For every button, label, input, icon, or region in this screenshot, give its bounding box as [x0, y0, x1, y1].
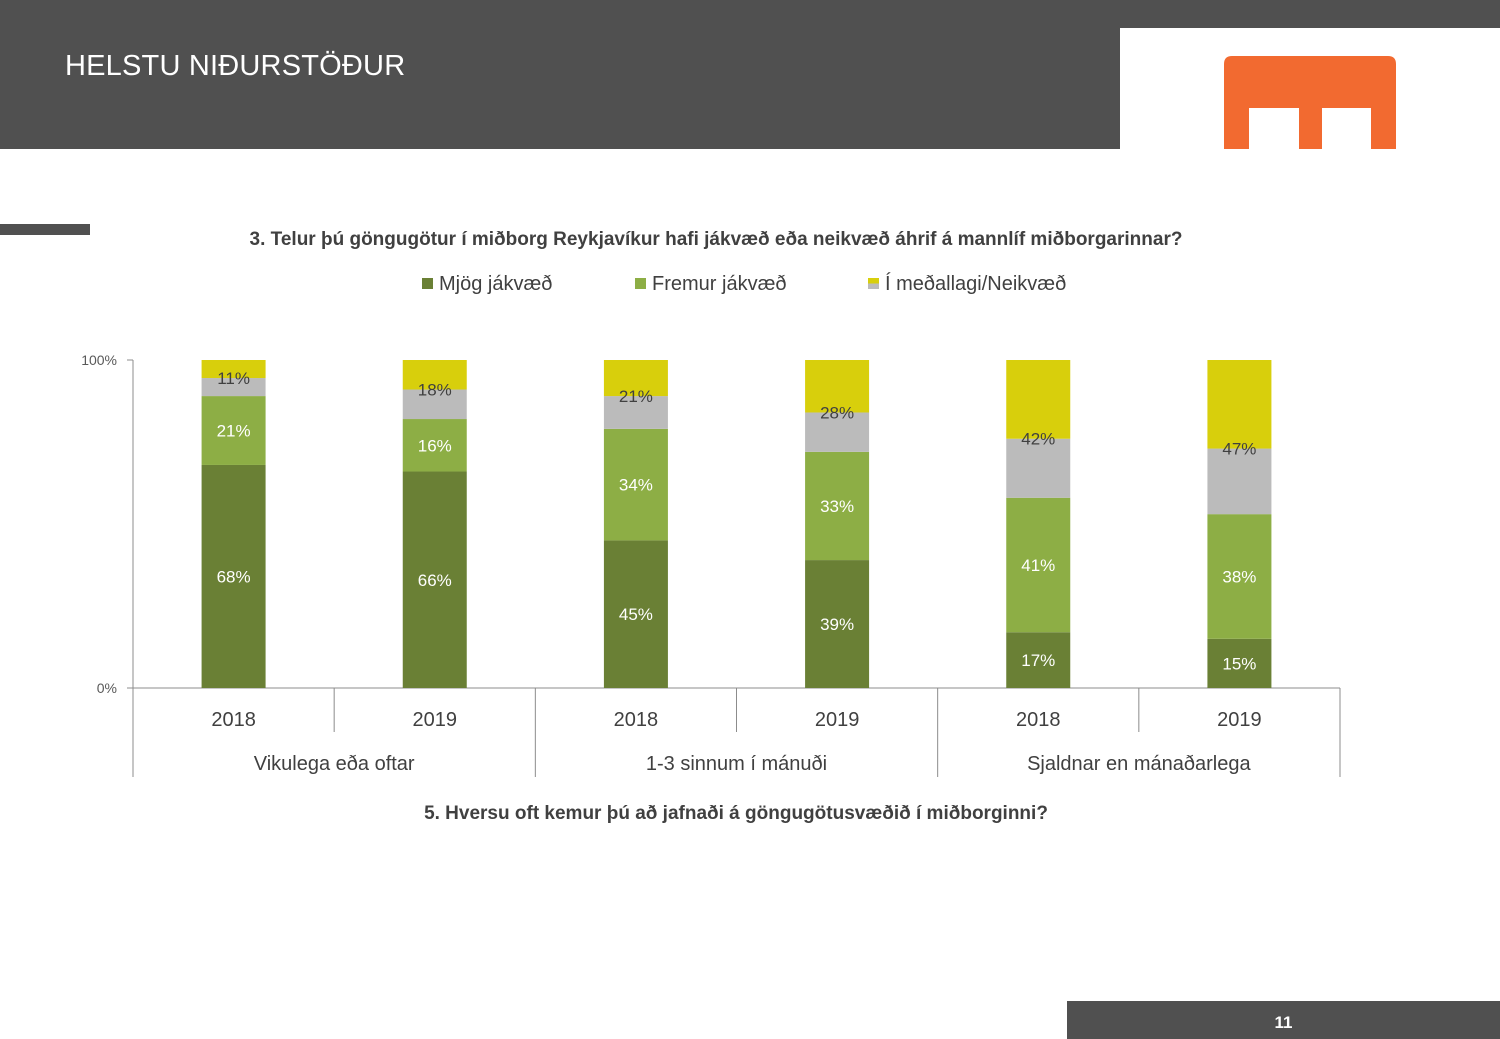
- data-label: 11%: [217, 369, 250, 388]
- bar-segment: [603, 428, 668, 541]
- data-label: 16%: [418, 436, 452, 455]
- bar-segment: [805, 560, 870, 688]
- legend-swatch: [868, 278, 879, 289]
- x-tick-label: 2018: [211, 709, 256, 731]
- bar-segment: [1006, 632, 1071, 688]
- bar-segment: [805, 412, 870, 452]
- footer-bar: [1067, 1001, 1500, 1039]
- bar-segment: [1006, 438, 1071, 498]
- legend-label: Fremur jákvæð: [652, 273, 787, 295]
- x-group-label: Sjaldnar en mánaðarlega: [1027, 753, 1251, 775]
- bar-segment: [603, 396, 668, 429]
- bar-segment: [1006, 497, 1071, 633]
- data-label: 18%: [418, 381, 452, 400]
- bar-segment: [1207, 448, 1272, 515]
- bar-segment: [402, 389, 467, 420]
- data-label: 21%: [619, 387, 653, 406]
- y-tick-label: 0%: [97, 680, 117, 696]
- x-group-label: Vikulega eða oftar: [254, 753, 415, 775]
- y-tick-label: 100%: [81, 352, 117, 368]
- chart-legend: Mjög jákvæð Fremur jákvæð Í meðallagi/Ne…: [0, 273, 1500, 297]
- bar-segment: [201, 396, 266, 465]
- data-label: 34%: [619, 476, 653, 495]
- data-label: 45%: [619, 605, 653, 624]
- legend-item-i-medallagi-neikvaed: Í meðallagi/Neikvæð: [868, 273, 1066, 296]
- data-label: 21%: [217, 422, 251, 441]
- data-label: 17%: [1021, 651, 1055, 670]
- legend-item-mjog-jakvaed: Mjög jákvæð: [422, 273, 552, 296]
- bar-segment: [201, 360, 266, 379]
- bar-segment: [402, 419, 467, 472]
- legend-item-fremur-jakvaed: Fremur jákvæð: [635, 273, 786, 296]
- bar-segment: [603, 360, 668, 397]
- bar-segment: [1006, 360, 1071, 439]
- legend-swatch: [422, 278, 433, 289]
- x-tick-label: 2019: [413, 709, 458, 731]
- data-label: 66%: [418, 571, 452, 590]
- bar-segment: [402, 471, 467, 688]
- bar-segment: [805, 451, 870, 561]
- legend-label: Mjög jákvæð: [439, 273, 553, 295]
- x-tick-label: 2018: [1016, 709, 1061, 731]
- legend-swatch: [635, 278, 646, 289]
- data-label: 68%: [217, 567, 251, 586]
- bar-segment: [201, 464, 266, 688]
- x-axis-title: 5. Hversu oft kemur þú að jafnaði á göng…: [424, 803, 1048, 824]
- x-tick-label: 2019: [1217, 709, 1262, 731]
- data-label: 42%: [1021, 430, 1055, 449]
- bar-segment: [805, 360, 870, 413]
- data-label: 39%: [820, 615, 854, 634]
- bar-segment: [1207, 360, 1272, 449]
- data-label: 28%: [820, 403, 854, 422]
- bar-segment: [1207, 514, 1272, 639]
- legend-label: Í meðallagi/Neikvæð: [885, 273, 1067, 295]
- x-tick-label: 2018: [614, 709, 659, 731]
- logo-shape: [1224, 56, 1396, 149]
- page-title: HELSTU NIÐURSTÖÐUR: [65, 50, 406, 82]
- x-tick-label: 2019: [815, 709, 860, 731]
- bar-segment: [201, 378, 266, 397]
- brand-logo-icon: [1224, 56, 1396, 149]
- side-accent-bar: [0, 224, 90, 235]
- data-label: 15%: [1222, 654, 1256, 673]
- bar-segment: [1207, 638, 1272, 688]
- data-label: 38%: [1222, 567, 1256, 586]
- page-number: 11: [1274, 1013, 1293, 1032]
- bar-segment: [402, 360, 467, 390]
- data-label: 47%: [1222, 440, 1256, 459]
- data-label: 41%: [1021, 556, 1055, 575]
- chart-title: 3. Telur þú göngugötur í miðborg Reykjav…: [249, 229, 1183, 250]
- x-group-label: 1-3 sinnum í mánuði: [646, 753, 827, 775]
- bar-segment: [603, 540, 668, 688]
- data-label: 33%: [820, 497, 854, 516]
